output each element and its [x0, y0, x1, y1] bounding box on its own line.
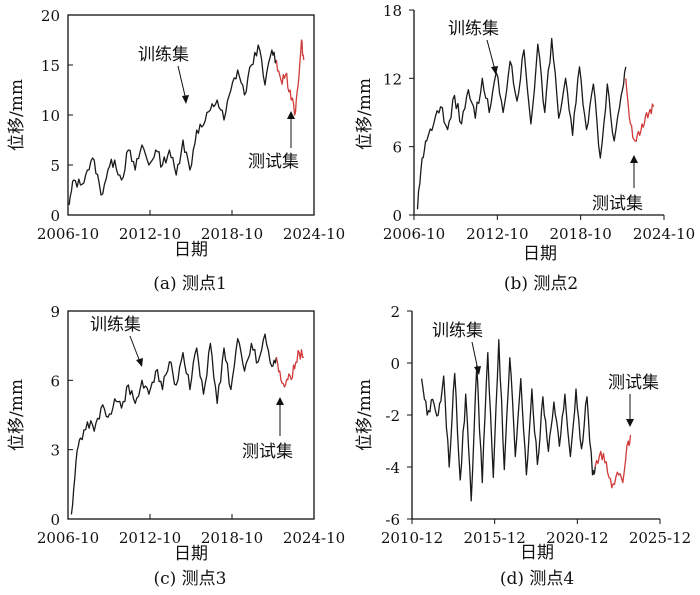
train-arrow-a — [177, 65, 187, 101]
y-axis-title-b: 位移/mm — [355, 78, 375, 150]
x-tick-label-c-1: 2012-10 — [119, 529, 181, 547]
y-tick-label-d-2: -2 — [385, 407, 400, 425]
panel-caption-a: (a) 测点1 — [153, 274, 227, 294]
plot-axes-d — [411, 311, 660, 520]
y-tick-label-c-1: 3 — [50, 442, 60, 460]
x-tick-label-a-3: 2024-10 — [283, 225, 345, 243]
x-tick-label-b-2: 2018-10 — [549, 225, 611, 243]
y-tick-label-a-3: 15 — [41, 57, 60, 75]
series-group-a — [68, 39, 305, 206]
x-tick-label-d-1: 2015-12 — [463, 529, 525, 547]
train-arrow-b — [486, 39, 496, 71]
y-axis-title-d: 位移/mm — [355, 379, 375, 451]
train-series-line-d — [420, 338, 596, 502]
series-group-b — [416, 37, 655, 210]
x-tick-label-a-0: 2006-10 — [37, 225, 99, 243]
x-tick-label-c-2: 2018-10 — [201, 529, 263, 547]
plot-frame-c — [67, 310, 315, 520]
x-tick-label-a-2: 2018-10 — [201, 225, 263, 243]
test-arrowhead-d — [626, 419, 634, 427]
test-series-line-b — [625, 78, 655, 142]
plot-axes-b — [413, 10, 664, 216]
x-tick-label-b-3: 2024-10 — [633, 225, 695, 243]
series-group-c — [70, 333, 304, 515]
y-tick-label-a-0: 0 — [50, 207, 60, 225]
panel-caption-d: (d) 测点4 — [500, 569, 574, 589]
series-group-d — [420, 338, 632, 502]
tick-labels-b: 2006-10 2012-10 2018-10 2024-10 0 6 12 18 — [383, 2, 695, 243]
test-annotation-a: 测试集 — [248, 152, 299, 172]
train-arrowhead-c — [136, 358, 143, 367]
x-axis-title-b: 日期 — [523, 244, 557, 264]
train-arrowhead-d — [474, 366, 481, 375]
test-arrowhead-b — [630, 155, 638, 163]
y-tick-label-c-3: 9 — [50, 303, 60, 321]
y-tick-label-d-0: -6 — [385, 511, 400, 529]
x-tick-label-c-3: 2024-10 — [283, 529, 345, 547]
tick-labels-a: 2006-10 2012-10 2018-10 2024-10 0 5 10 15 20 — [37, 7, 345, 243]
tick-marks-c — [67, 310, 315, 520]
test-arrowhead-c — [276, 397, 284, 405]
chart-panel-b: 2006-10 2012-10 2018-10 2024-10 0 6 12 18 日期 位移… — [355, 2, 695, 294]
train-arrowhead-a — [182, 95, 189, 104]
train-annotation-b: 训练集 — [448, 19, 499, 39]
y-tick-label-b-0: 0 — [392, 207, 402, 225]
panel-caption-c: (c) 测点3 — [153, 569, 226, 589]
tick-labels-c: 2006-10 2012-10 2018-10 2024-10 0 3 6 9 — [37, 303, 345, 547]
chart-panel-c: 2006-10 2012-10 2018-10 2024-10 0 3 6 9 日期 位移/m… — [7, 303, 345, 589]
test-annotation-d: 测试集 — [608, 373, 659, 393]
train-arrow-d — [471, 341, 479, 371]
x-axis-title-a: 日期 — [174, 240, 208, 260]
tick-marks-a — [67, 14, 315, 216]
test-series-line-d — [594, 434, 632, 489]
test-series-line-a — [275, 39, 305, 116]
panel-caption-b: (b) 测点2 — [504, 274, 578, 294]
train-annotation-c: 训练集 — [90, 315, 141, 335]
y-tick-label-b-1: 6 — [392, 139, 402, 157]
y-tick-label-c-0: 0 — [50, 511, 60, 529]
y-tick-label-b-3: 18 — [383, 2, 402, 20]
chart-panel-d: 2010-12 2015-12 2020-12 2025-12-6-4-202 日期 … — [355, 303, 691, 589]
tick-labels-d: 2010-12 2015-12 2020-12 2025-12 -6 -4 -2 0 2 — [381, 303, 691, 547]
tick-marks-b — [409, 9, 665, 220]
train-series-line-b — [416, 37, 627, 210]
x-axis-title-c: 日期 — [174, 544, 208, 564]
tick-marks-d — [407, 310, 661, 524]
x-tick-label-b-0: 2006-10 — [383, 225, 445, 243]
y-tick-label-a-2: 10 — [41, 107, 60, 125]
train-annotation-a: 训练集 — [138, 45, 189, 65]
y-axis-title-c: 位移/mm — [7, 379, 27, 451]
x-tick-label-c-0: 2006-10 — [37, 529, 99, 547]
train-series-line-c — [70, 333, 278, 515]
train-arrowhead-b — [491, 66, 498, 75]
test-annotation-b: 测试集 — [592, 194, 643, 214]
train-annotation-d: 训练集 — [432, 321, 483, 341]
x-tick-label-b-1: 2012-10 — [466, 225, 528, 243]
test-annotation-c: 测试集 — [242, 442, 293, 462]
x-axis-title-d: 日期 — [520, 543, 554, 563]
x-tick-label-d-0: 2010-12 — [381, 529, 443, 547]
x-tick-label-d-2: 2020-12 — [546, 529, 608, 547]
y-tick-label-d-4: 2 — [390, 303, 400, 321]
test-series-line-c — [275, 349, 304, 388]
y-tick-label-d-1: -4 — [385, 459, 400, 477]
test-arrowhead-a — [287, 111, 295, 119]
y-axis-title-a: 位移/mm — [7, 79, 27, 151]
x-tick-label-d-3: 2025-12 — [629, 529, 691, 547]
y-tick-label-a-4: 20 — [41, 7, 60, 25]
train-series-line-a — [68, 44, 278, 206]
x-tick-label-a-1: 2012-10 — [119, 225, 181, 243]
train-arrow-c — [129, 335, 141, 363]
y-tick-label-d-3: 0 — [390, 355, 400, 373]
y-tick-label-b-2: 12 — [383, 70, 402, 88]
y-tick-label-a-1: 5 — [50, 157, 60, 175]
y-tick-label-c-2: 6 — [50, 372, 60, 390]
